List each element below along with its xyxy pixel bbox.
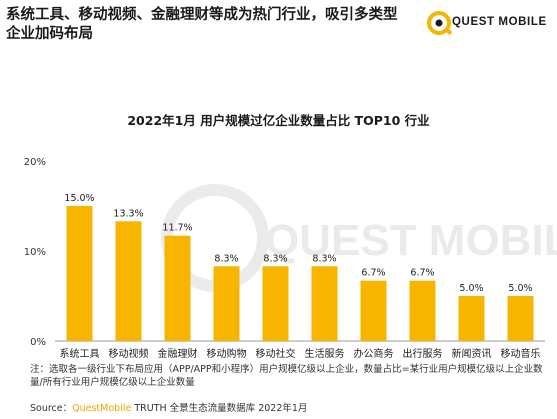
bar bbox=[311, 266, 338, 341]
x-tick-label: 出行服务 bbox=[403, 347, 443, 360]
bar bbox=[66, 206, 93, 341]
watermark: QUEST MOBILE bbox=[161, 184, 557, 292]
source-brand: QuestMobile bbox=[72, 403, 132, 414]
bar bbox=[164, 235, 191, 341]
x-tick-label: 系统工具 bbox=[60, 347, 100, 360]
bar-value-label: 13.3% bbox=[113, 208, 143, 219]
logo-text: QUEST MOBILE bbox=[452, 16, 547, 28]
x-tick-label: 移动音乐 bbox=[501, 347, 541, 360]
x-tick-label: 生活服务 bbox=[305, 347, 345, 360]
source-rest: TRUTH 全景生态流量数据库 2022年1月 bbox=[131, 403, 308, 414]
source-prefix: Source： bbox=[30, 403, 73, 414]
bar-value-label: 6.7% bbox=[410, 268, 434, 279]
y-axis: 0% 10% 20% bbox=[24, 157, 46, 348]
bar bbox=[262, 266, 289, 341]
bar-value-label: 6.7% bbox=[361, 268, 385, 279]
bar-value-label: 8.3% bbox=[214, 253, 238, 264]
page-headline: 系统工具、移动视频、金融理财等成为热门行业，吸引多类型企业加码布局 bbox=[6, 7, 398, 42]
bar bbox=[409, 280, 436, 341]
bar bbox=[213, 266, 240, 341]
bars: 15.0% 13.3% 11.7% 8.3% 8.3% 8.3% 6.7% 6.7% 5.0% 5… bbox=[64, 193, 534, 341]
bar-value-label: 5.0% bbox=[508, 283, 532, 294]
chart-title: 2022年1月 用户规模过亿企业数量占比 TOP10 行业 bbox=[127, 113, 430, 128]
bar bbox=[115, 221, 142, 341]
y-tick-label: 10% bbox=[24, 247, 46, 258]
watermark-text: QUEST MOBILE bbox=[265, 216, 557, 265]
bar bbox=[507, 296, 534, 341]
bar bbox=[360, 280, 387, 341]
x-tick-label: 移动视频 bbox=[109, 347, 149, 360]
bar-value-label: 15.0% bbox=[64, 193, 94, 204]
bar-value-label: 8.3% bbox=[312, 253, 336, 264]
y-tick-label: 0% bbox=[30, 337, 46, 348]
x-tick-label: 移动社交 bbox=[256, 347, 296, 360]
source-line: Source：QuestMobile TRUTH 全景生态流量数据库 2022年… bbox=[30, 400, 307, 414]
bar-value-label: 11.7% bbox=[162, 223, 192, 234]
x-tick-label: 金融理财 bbox=[158, 347, 198, 360]
bar-value-label: 5.0% bbox=[459, 283, 483, 294]
footnote: 注：选取各一级行业下布局应用（APP/APP和小程序）用户规模亿级以上企业，数量… bbox=[30, 364, 543, 388]
x-tick-label: 移动购物 bbox=[207, 347, 247, 360]
bar-value-label: 8.3% bbox=[263, 253, 287, 264]
questmobile-logo-icon bbox=[427, 11, 453, 36]
bar bbox=[458, 296, 485, 341]
x-axis-labels: 系统工具 移动视频 金融理财 移动购物 移动社交 生活服务 办公商务 出行服务 新闻资讯 移动音乐 bbox=[60, 347, 541, 360]
x-tick-label: 办公商务 bbox=[354, 347, 394, 360]
y-tick-label: 20% bbox=[24, 157, 46, 168]
x-tick-label: 新闻资讯 bbox=[452, 347, 492, 360]
